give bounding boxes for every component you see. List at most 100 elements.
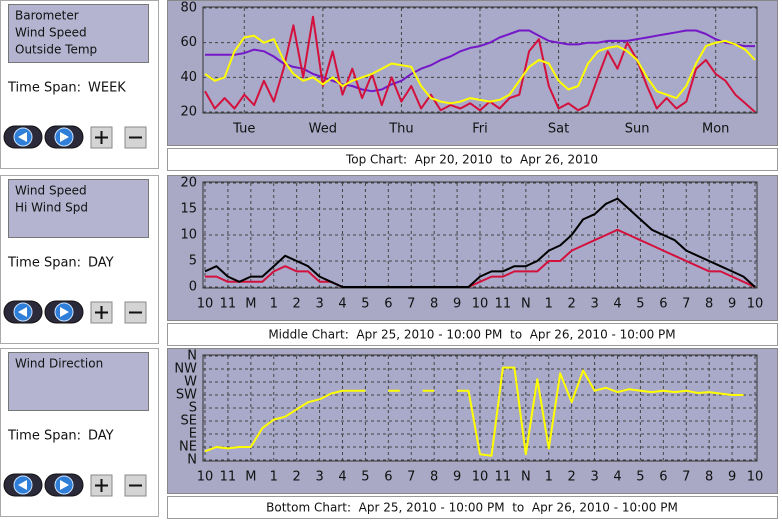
x-tick-label: Wed xyxy=(309,122,337,137)
x-tick-label: 4 xyxy=(338,297,346,312)
time-span-label: Time Span: xyxy=(7,429,81,444)
time-span-label: Time Span: xyxy=(7,256,81,271)
y-tick-label: SW xyxy=(176,388,197,403)
x-tick-label: 10 xyxy=(472,297,489,312)
y-tick-label: N xyxy=(187,453,197,468)
previous-button[interactable] xyxy=(3,300,43,324)
series-line xyxy=(205,29,755,93)
zoom-out-button[interactable] xyxy=(124,126,147,149)
next-button[interactable] xyxy=(44,125,84,149)
x-tick-label: 3 xyxy=(590,470,598,485)
series-list xyxy=(8,4,149,63)
x-tick-label: 4 xyxy=(613,470,621,485)
y-tick-label: S xyxy=(189,401,197,416)
x-tick-label: 8 xyxy=(430,297,438,312)
x-tick-label: 5 xyxy=(361,470,369,485)
arrow-icon xyxy=(18,132,27,142)
x-tick-label: 11 xyxy=(495,297,512,312)
x-tick-label: 6 xyxy=(659,297,667,312)
previous-button[interactable] xyxy=(3,125,43,149)
series-list-item[interactable]: Hi Wind Spd xyxy=(15,201,88,215)
x-tick-label: 3 xyxy=(590,297,598,312)
time-span-value: WEEK xyxy=(88,81,126,96)
series-list-item[interactable]: Wind Speed xyxy=(15,184,87,198)
next-button[interactable] xyxy=(44,473,84,497)
y-tick-label: SE xyxy=(181,414,197,429)
series-line xyxy=(205,228,756,288)
time-span-value: DAY xyxy=(88,429,114,444)
y-tick-label: NE xyxy=(179,440,197,455)
time-span-value: DAY xyxy=(88,256,114,271)
zoom-out-button[interactable] xyxy=(124,474,147,497)
x-tick-label: 2 xyxy=(293,470,301,485)
next-button[interactable] xyxy=(44,300,84,324)
x-tick-label: 10 xyxy=(197,470,214,485)
x-tick-label: 9 xyxy=(453,470,461,485)
x-tick-label: 3 xyxy=(315,297,323,312)
x-tick-label: 5 xyxy=(636,470,644,485)
y-tick-label: 20 xyxy=(180,176,197,191)
x-tick-label: Sat xyxy=(548,122,569,137)
x-tick-label: 9 xyxy=(453,297,461,312)
x-tick-label: 3 xyxy=(315,470,323,485)
x-tick-label: 7 xyxy=(407,297,415,312)
previous-button[interactable] xyxy=(3,473,43,497)
zoom-in-button[interactable] xyxy=(90,301,113,324)
x-tick-label: 6 xyxy=(384,297,392,312)
x-tick-label: 9 xyxy=(728,470,736,485)
x-tick-label: 10 xyxy=(197,297,214,312)
y-tick-label: 0 xyxy=(189,280,197,295)
x-tick-label: N xyxy=(521,470,531,485)
x-tick-label: 11 xyxy=(495,470,512,485)
x-tick-label: 1 xyxy=(545,297,553,312)
chart-caption: Middle Chart: Apr 25, 2010 - 10:00 PM to… xyxy=(268,328,675,342)
x-tick-label: 1 xyxy=(545,470,553,485)
y-tick-label: W xyxy=(184,375,197,390)
series-line xyxy=(204,34,756,105)
series-list-item[interactable]: Outside Temp xyxy=(15,43,97,57)
x-tick-label: 7 xyxy=(682,297,690,312)
plot-area xyxy=(202,6,758,114)
x-tick-label: 7 xyxy=(682,470,690,485)
x-tick-label: Tue xyxy=(232,122,255,137)
y-tick-label: 20 xyxy=(180,105,197,120)
x-tick-label: 10 xyxy=(472,470,489,485)
arrow-icon xyxy=(18,480,27,490)
x-tick-label: 6 xyxy=(384,470,392,485)
zoom-out-button[interactable] xyxy=(124,301,147,324)
caption-box xyxy=(167,148,778,171)
arrow-icon xyxy=(60,307,69,317)
x-tick-label: M xyxy=(245,470,256,485)
chart-caption: Top Chart: Apr 20, 2010 to Apr 26, 2010 xyxy=(345,153,598,167)
arrow-icon xyxy=(18,307,27,317)
x-tick-label: 4 xyxy=(613,297,621,312)
series-list-item[interactable]: Wind Speed xyxy=(15,26,87,40)
arrow-icon xyxy=(60,480,69,490)
zoom-in-button[interactable] xyxy=(90,474,113,497)
x-tick-label: 10 xyxy=(747,297,764,312)
series-list-item[interactable]: Wind Direction xyxy=(15,357,103,371)
y-tick-label: 60 xyxy=(180,35,197,50)
y-tick-label: 10 xyxy=(180,228,197,243)
series-list-item[interactable]: Barometer xyxy=(15,9,79,23)
x-tick-label: 5 xyxy=(361,297,369,312)
x-tick-label: 4 xyxy=(338,470,346,485)
x-tick-label: 10 xyxy=(747,470,764,485)
zoom-in-button[interactable] xyxy=(90,126,113,149)
y-tick-label: 40 xyxy=(180,70,197,85)
x-tick-label: 2 xyxy=(568,470,576,485)
chart-caption: Bottom Chart: Apr 25, 2010 - 10:00 PM to… xyxy=(266,501,678,515)
x-tick-label: 2 xyxy=(293,297,301,312)
y-tick-label: NW xyxy=(174,362,197,377)
x-tick-label: 11 xyxy=(220,297,237,312)
x-tick-label: 8 xyxy=(705,297,713,312)
y-tick-label: 80 xyxy=(180,1,197,16)
x-tick-label: N xyxy=(521,297,531,312)
y-tick-label: 5 xyxy=(189,254,197,269)
x-tick-label: Thu xyxy=(388,122,413,137)
x-tick-label: 11 xyxy=(220,470,237,485)
x-tick-label: 1 xyxy=(270,297,278,312)
caption-box xyxy=(167,323,778,346)
x-tick-label: M xyxy=(245,297,256,312)
arrow-icon xyxy=(60,132,69,142)
